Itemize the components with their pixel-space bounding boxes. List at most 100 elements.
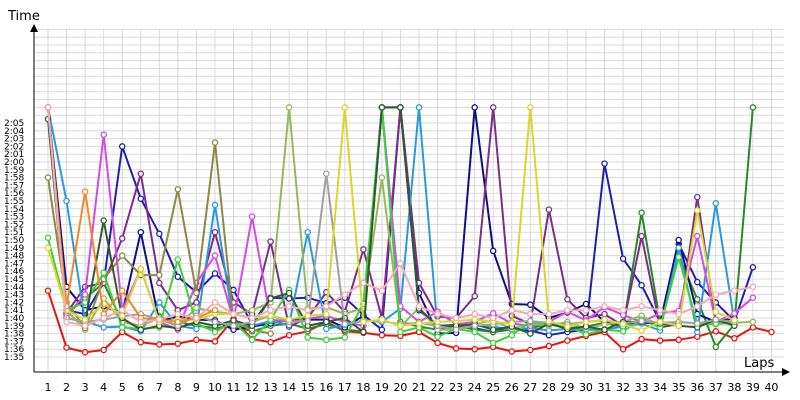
data-point — [267, 330, 274, 337]
x-tick-label: 3 — [82, 381, 89, 394]
y-tick-label: 1:52 — [4, 220, 24, 230]
data-point — [81, 299, 89, 306]
data-point — [415, 104, 423, 111]
data-point — [137, 195, 145, 202]
y-tick-label: 1:56 — [4, 189, 24, 199]
data-point — [304, 306, 311, 314]
data-point — [174, 186, 182, 193]
data-point — [489, 314, 497, 322]
x-tick-label: 1 — [45, 381, 52, 394]
data-point — [712, 316, 720, 323]
data-point — [564, 306, 571, 314]
data-point — [156, 299, 163, 306]
x-tick-label: 19 — [375, 381, 389, 394]
data-point — [44, 104, 52, 111]
y-tick-label: 1:49 — [4, 244, 24, 254]
data-point — [63, 344, 70, 351]
data-point — [323, 303, 330, 310]
data-point — [193, 314, 200, 322]
data-point — [638, 327, 645, 334]
data-point — [489, 247, 497, 255]
data-point — [508, 320, 516, 327]
data-point — [211, 299, 219, 306]
data-point — [694, 296, 701, 303]
data-point — [638, 335, 645, 343]
data-point — [341, 291, 349, 298]
data-point — [712, 343, 720, 351]
data-point — [81, 188, 89, 195]
y-tick-label: 1:51 — [4, 228, 24, 238]
data-point — [267, 338, 274, 346]
data-point — [156, 316, 163, 323]
data-point — [452, 345, 460, 352]
x-tick-label: 6 — [137, 381, 144, 394]
x-tick-label: 4 — [100, 381, 107, 394]
y-tick-label: 2:03 — [4, 135, 24, 145]
y-tick-label: 1:43 — [4, 291, 24, 301]
x-tick-label: 37 — [709, 381, 723, 394]
x-tick-label: 26 — [505, 381, 519, 394]
data-point — [174, 318, 182, 326]
data-point — [360, 279, 367, 287]
data-point — [100, 217, 107, 224]
data-point — [230, 322, 237, 330]
x-tick-label: 24 — [468, 381, 482, 394]
y-tick-label: 1:58 — [4, 174, 24, 184]
data-point — [248, 306, 256, 314]
data-point — [712, 291, 720, 298]
y-tick-label: 1:47 — [4, 259, 24, 269]
data-point — [694, 193, 701, 201]
data-point — [230, 317, 237, 324]
data-point — [341, 104, 349, 111]
data-point — [378, 287, 386, 294]
data-point — [63, 197, 70, 205]
data-point — [656, 318, 664, 326]
data-point — [489, 104, 497, 111]
x-tick-label: 18 — [356, 381, 370, 394]
data-point — [63, 318, 70, 326]
data-point — [619, 255, 627, 262]
x-tick-label: 7 — [156, 381, 163, 394]
data-point — [415, 320, 423, 327]
x-tick-label: 22 — [431, 381, 445, 394]
data-point — [452, 326, 460, 333]
data-point — [211, 318, 219, 326]
data-point — [118, 312, 126, 319]
data-point — [137, 265, 145, 273]
data-point — [749, 264, 757, 271]
x-axis-arrow — [782, 368, 790, 376]
data-point — [601, 303, 608, 310]
data-point — [471, 322, 478, 330]
x-tick-label: 8 — [174, 381, 181, 394]
data-point — [712, 308, 720, 316]
data-point — [323, 318, 330, 326]
data-point — [471, 292, 478, 300]
data-point — [211, 139, 219, 146]
data-point — [100, 314, 107, 322]
data-point — [378, 331, 386, 339]
data-point — [156, 341, 163, 348]
data-point — [285, 303, 293, 310]
data-point — [601, 316, 608, 323]
data-point — [489, 326, 497, 333]
x-tick-label: 21 — [412, 381, 426, 394]
data-point — [267, 312, 274, 319]
y-tick-label: 2:04 — [4, 127, 24, 137]
y-tick-label: 1:54 — [4, 205, 24, 215]
data-point — [434, 310, 441, 318]
data-point — [545, 310, 553, 318]
data-point — [582, 331, 590, 338]
data-point — [378, 316, 386, 323]
data-point — [694, 232, 701, 240]
data-point — [452, 314, 460, 322]
x-tick-label: 13 — [264, 381, 278, 394]
data-point — [694, 207, 701, 214]
data-point — [118, 306, 126, 314]
data-point — [285, 331, 293, 339]
data-point — [675, 236, 682, 244]
data-point — [341, 334, 349, 341]
y-tick-label: 1:55 — [4, 197, 24, 207]
data-point — [44, 287, 52, 294]
y-tick-label: 1:44 — [4, 283, 24, 293]
